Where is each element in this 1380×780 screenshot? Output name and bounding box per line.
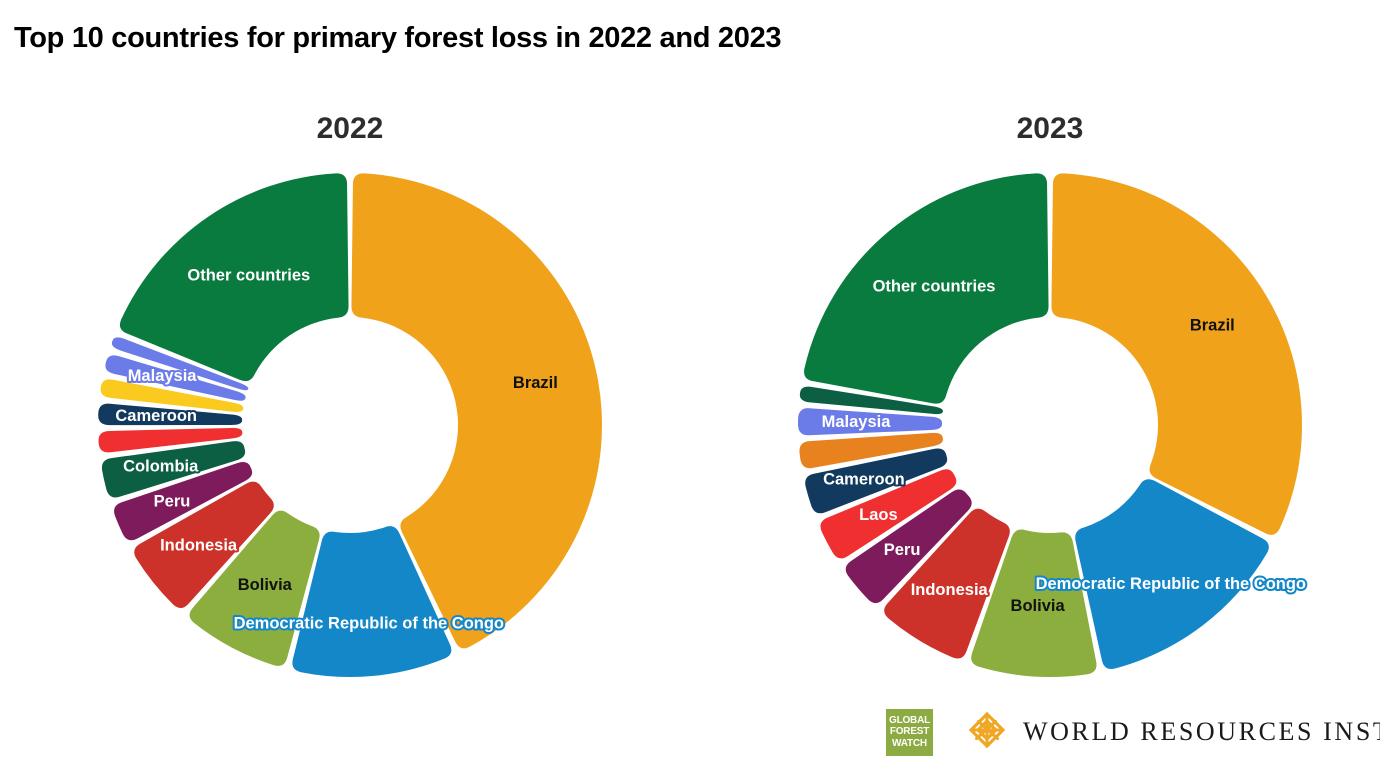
pie-slice[interactable]	[1075, 479, 1269, 669]
pie-slice[interactable]	[189, 510, 320, 666]
pie-slice[interactable]	[111, 337, 249, 391]
page-title: Top 10 countries for primary forest loss…	[14, 22, 782, 54]
slice-label: Indonesia	[160, 537, 238, 555]
pie-slice[interactable]	[292, 526, 452, 677]
pie-slice[interactable]	[971, 529, 1097, 677]
slice-label: Laos	[859, 506, 898, 524]
slice-label: Colombia	[123, 458, 199, 476]
slice-label: Malaysia	[128, 367, 198, 385]
pie-slice[interactable]	[100, 379, 244, 412]
wri-lattice-icon	[968, 711, 1006, 749]
gfw-logo-line-3: WATCH	[892, 737, 927, 749]
global-forest-watch-logo: GLOBAL FOREST WATCH	[886, 708, 933, 756]
slice-label: Indonesia	[911, 581, 989, 599]
slice-label: Cameroon	[115, 407, 197, 425]
donut-chart-2022: 2022 Brazil Democratic Republic of the Co…	[70, 112, 630, 692]
pie-slice[interactable]	[351, 173, 603, 649]
pie-slice[interactable]	[101, 441, 246, 498]
donut-svg-2023: Brazil Democratic Republic of the Congo Bo…	[798, 173, 1308, 677]
pie-slice[interactable]	[98, 403, 243, 426]
world-resources-institute-logo: WORLD RESOURCES INSTITUTE	[965, 710, 1380, 754]
chart-title-2022: 2022	[316, 112, 384, 145]
slice-label: Brazil	[1190, 317, 1235, 335]
slice-label: Malaysia	[822, 413, 892, 431]
pie-slice[interactable]	[845, 489, 972, 604]
gfw-logo-line-1: GLOBAL	[888, 714, 931, 726]
pie-slice[interactable]	[805, 448, 948, 514]
donut-canvas-2022: Brazil Democratic Republic of the Congo Bo…	[80, 160, 620, 690]
pie-slice[interactable]	[1051, 173, 1302, 535]
gfw-logo-line-2: FOREST	[889, 726, 930, 738]
pie-slice[interactable]	[820, 469, 957, 559]
wri-wordmark: WORLD RESOURCES INSTITUTE	[1023, 717, 1380, 746]
chart-title-2023: 2023	[1016, 112, 1084, 145]
slice-label: Peru	[884, 541, 921, 559]
slice-label: Peru	[154, 492, 191, 510]
footer-logos: GLOBAL FOREST WATCH WORLD RESOURCES INST…	[886, 704, 1380, 760]
donut-svg-2022: Brazil Democratic Republic of the Congo Bo…	[98, 173, 603, 677]
pie-slice[interactable]	[799, 386, 943, 415]
pie-slice[interactable]	[799, 432, 943, 469]
slice-label: Bolivia	[1011, 597, 1066, 615]
pie-slice[interactable]	[105, 355, 246, 401]
slice-label: Other countries	[187, 266, 310, 284]
pie-slice[interactable]	[798, 408, 943, 436]
slice-label: Democratic Republic of the Congo	[1036, 575, 1306, 593]
pie-slice[interactable]	[98, 427, 243, 453]
slice-label: Brazil	[513, 374, 558, 392]
slice-label: Other countries	[873, 278, 996, 296]
pie-slice[interactable]	[114, 462, 253, 541]
donut-chart-2023: 2023 Brazil Democratic Republic of the Co…	[770, 112, 1330, 692]
pie-slice[interactable]	[119, 173, 349, 382]
donut-canvas-2023: Brazil Democratic Republic of the Congo Bo…	[780, 160, 1320, 690]
pie-slice[interactable]	[884, 508, 1010, 659]
pie-slice[interactable]	[134, 481, 274, 609]
slice-label: Bolivia	[238, 576, 293, 594]
slice-label: Democratic Republic of the Congo	[234, 614, 504, 632]
slice-label: Cameroon	[823, 470, 905, 488]
pie-slice[interactable]	[804, 173, 1049, 404]
